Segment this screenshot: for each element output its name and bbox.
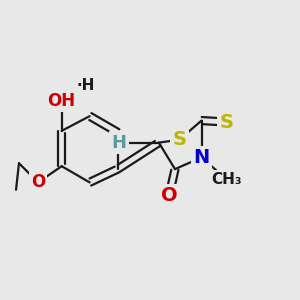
- Text: N: N: [194, 148, 210, 167]
- Text: H: H: [112, 134, 127, 152]
- Text: OH: OH: [48, 92, 76, 110]
- Text: O: O: [161, 186, 178, 205]
- Text: CH₃: CH₃: [211, 172, 242, 187]
- Text: S: S: [172, 130, 186, 149]
- Text: S: S: [220, 112, 234, 131]
- Text: ·H: ·H: [76, 78, 94, 93]
- Text: O: O: [31, 173, 45, 191]
